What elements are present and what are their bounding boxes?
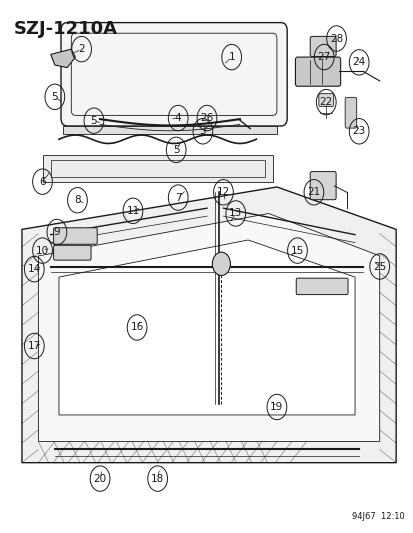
Text: 10: 10 <box>36 246 49 256</box>
Text: 11: 11 <box>126 206 139 216</box>
Text: 7: 7 <box>174 192 181 203</box>
Text: 3: 3 <box>199 126 206 136</box>
Text: 6: 6 <box>39 176 46 187</box>
FancyBboxPatch shape <box>309 172 335 200</box>
Text: 26: 26 <box>200 113 213 123</box>
Text: 23: 23 <box>352 126 365 136</box>
Polygon shape <box>22 187 395 463</box>
Polygon shape <box>59 240 354 415</box>
Text: SZJ-1210A: SZJ-1210A <box>14 20 117 38</box>
Text: 8: 8 <box>74 195 81 205</box>
Text: 5: 5 <box>173 145 179 155</box>
Text: 13: 13 <box>229 208 242 219</box>
Text: 19: 19 <box>270 402 283 412</box>
FancyBboxPatch shape <box>309 36 335 56</box>
Text: 20: 20 <box>93 474 107 483</box>
Text: 94J67  12:10: 94J67 12:10 <box>351 512 404 521</box>
Text: 12: 12 <box>216 187 230 197</box>
Text: 9: 9 <box>53 227 60 237</box>
Text: 16: 16 <box>130 322 143 333</box>
Text: 27: 27 <box>317 52 330 62</box>
Text: 28: 28 <box>329 34 342 44</box>
Text: 1: 1 <box>228 52 235 62</box>
FancyBboxPatch shape <box>295 57 340 86</box>
Polygon shape <box>38 214 379 441</box>
Text: 5: 5 <box>90 116 97 126</box>
Text: 17: 17 <box>28 341 41 351</box>
FancyBboxPatch shape <box>318 94 333 107</box>
Text: 15: 15 <box>290 246 304 256</box>
FancyBboxPatch shape <box>61 22 287 126</box>
Text: 14: 14 <box>28 264 41 274</box>
Text: 25: 25 <box>372 262 385 271</box>
Text: 5: 5 <box>51 92 58 102</box>
FancyBboxPatch shape <box>54 245 91 260</box>
Text: 24: 24 <box>352 58 365 67</box>
Text: 21: 21 <box>306 187 320 197</box>
Polygon shape <box>51 49 75 68</box>
FancyBboxPatch shape <box>296 278 347 295</box>
Text: 4: 4 <box>174 113 181 123</box>
Circle shape <box>212 252 230 276</box>
Polygon shape <box>63 126 276 134</box>
Text: 22: 22 <box>319 97 332 107</box>
FancyBboxPatch shape <box>54 228 97 244</box>
Text: 18: 18 <box>151 474 164 483</box>
Polygon shape <box>43 155 272 182</box>
Text: 2: 2 <box>78 44 85 54</box>
FancyBboxPatch shape <box>344 98 356 128</box>
